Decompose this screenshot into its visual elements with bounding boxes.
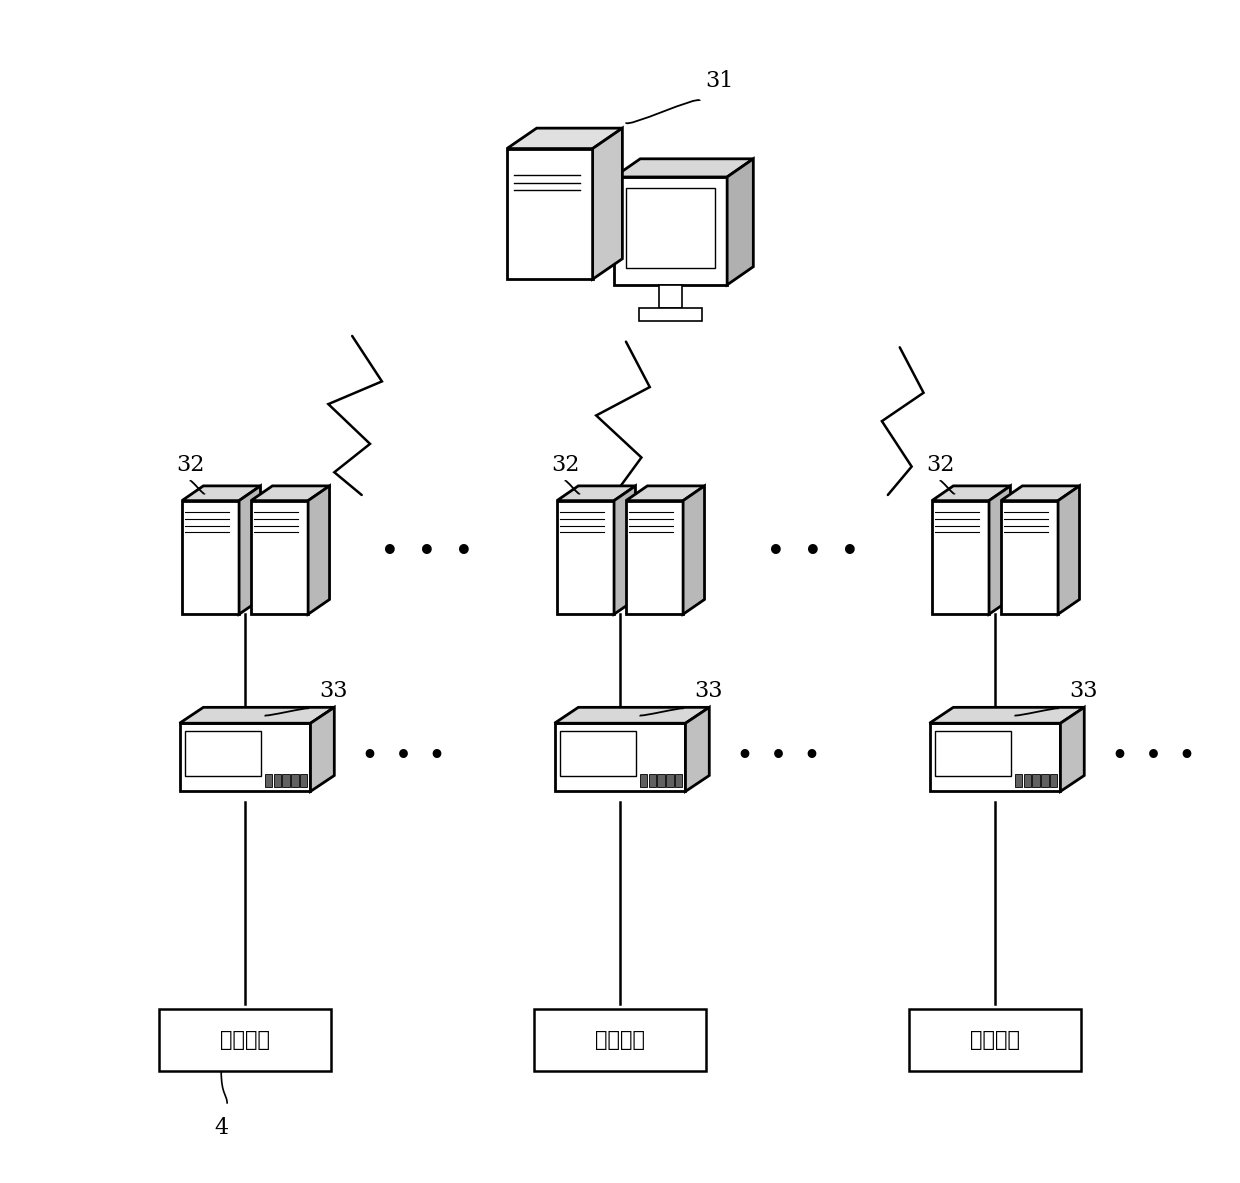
Text: 测试装置: 测试装置 (595, 1030, 645, 1051)
Polygon shape (686, 707, 709, 791)
Polygon shape (935, 731, 1011, 776)
Polygon shape (649, 774, 656, 788)
Text: 32: 32 (176, 453, 205, 476)
Polygon shape (182, 500, 239, 614)
Polygon shape (614, 177, 727, 285)
Polygon shape (614, 486, 635, 614)
Text: •  •  •: • • • (381, 538, 472, 565)
Polygon shape (180, 723, 310, 791)
Polygon shape (666, 774, 673, 788)
Polygon shape (1058, 486, 1080, 614)
Polygon shape (264, 774, 272, 788)
Polygon shape (308, 486, 330, 614)
Polygon shape (557, 500, 614, 614)
Text: •  •  •: • • • (768, 538, 859, 565)
Polygon shape (932, 500, 990, 614)
Polygon shape (1060, 707, 1084, 791)
Polygon shape (1050, 774, 1058, 788)
Polygon shape (640, 774, 647, 788)
Polygon shape (239, 486, 260, 614)
FancyBboxPatch shape (159, 1009, 331, 1072)
Polygon shape (657, 774, 665, 788)
Polygon shape (683, 486, 704, 614)
Polygon shape (626, 188, 715, 267)
Text: 测试装置: 测试装置 (970, 1030, 1021, 1051)
Text: 4: 4 (215, 1117, 228, 1139)
Polygon shape (274, 774, 280, 788)
Polygon shape (1033, 774, 1039, 788)
Polygon shape (676, 774, 682, 788)
Polygon shape (626, 500, 683, 614)
Polygon shape (727, 159, 754, 285)
Polygon shape (660, 285, 682, 308)
Text: •  •  •: • • • (362, 744, 445, 768)
FancyBboxPatch shape (909, 1009, 1081, 1072)
Polygon shape (593, 128, 622, 279)
Text: 33: 33 (1069, 680, 1097, 702)
Polygon shape (1001, 500, 1058, 614)
Polygon shape (250, 486, 330, 500)
Polygon shape (185, 731, 260, 776)
Polygon shape (554, 723, 686, 791)
Polygon shape (557, 486, 635, 500)
FancyBboxPatch shape (533, 1009, 707, 1072)
Text: 33: 33 (319, 680, 347, 702)
Polygon shape (182, 486, 260, 500)
Polygon shape (310, 707, 335, 791)
Polygon shape (990, 486, 1011, 614)
Polygon shape (626, 486, 704, 500)
Polygon shape (1023, 774, 1030, 788)
Text: 32: 32 (551, 453, 579, 476)
Text: 测试装置: 测试装置 (219, 1030, 270, 1051)
Polygon shape (1001, 486, 1080, 500)
Polygon shape (1014, 774, 1022, 788)
Polygon shape (640, 308, 702, 322)
Polygon shape (250, 500, 308, 614)
Polygon shape (614, 159, 754, 177)
Polygon shape (1042, 774, 1049, 788)
Polygon shape (932, 486, 1011, 500)
Polygon shape (930, 723, 1060, 791)
Text: 32: 32 (926, 453, 955, 476)
Polygon shape (507, 149, 593, 279)
Polygon shape (930, 707, 1084, 723)
Polygon shape (300, 774, 308, 788)
Polygon shape (291, 774, 299, 788)
Polygon shape (283, 774, 290, 788)
Text: 31: 31 (706, 70, 734, 92)
Text: •  •  •: • • • (1111, 744, 1194, 768)
Polygon shape (507, 128, 622, 149)
Polygon shape (554, 707, 709, 723)
Text: •  •  •: • • • (737, 744, 820, 768)
Text: 33: 33 (694, 680, 723, 702)
Polygon shape (559, 731, 636, 776)
Polygon shape (180, 707, 335, 723)
